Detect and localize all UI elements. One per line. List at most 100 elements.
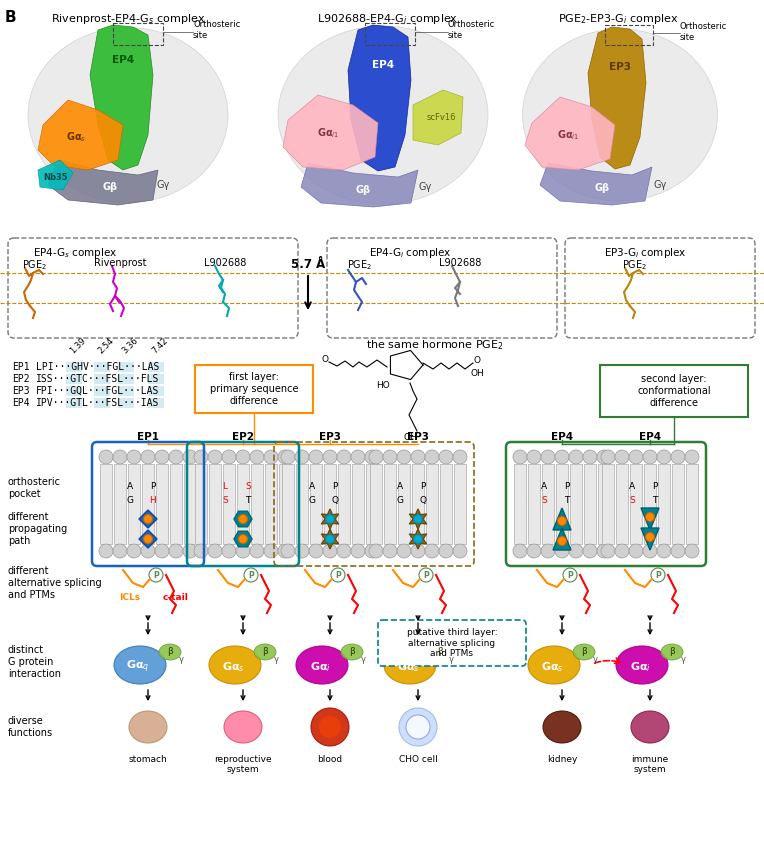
- Ellipse shape: [661, 644, 683, 660]
- Polygon shape: [38, 160, 73, 190]
- Circle shape: [643, 544, 657, 558]
- Circle shape: [397, 544, 411, 558]
- Text: first layer:
primary sequence
difference: first layer: primary sequence difference: [210, 372, 298, 406]
- Circle shape: [563, 568, 577, 582]
- Polygon shape: [234, 511, 252, 526]
- Bar: [66, 374, 82, 384]
- Bar: [148, 386, 163, 396]
- Circle shape: [615, 544, 629, 558]
- Ellipse shape: [209, 646, 261, 684]
- Bar: [556, 464, 568, 544]
- Ellipse shape: [341, 644, 363, 660]
- Text: EP3-G$_i$ complex: EP3-G$_i$ complex: [604, 246, 686, 260]
- Text: EP3: EP3: [12, 386, 30, 396]
- Circle shape: [383, 544, 397, 558]
- Bar: [658, 464, 670, 544]
- Text: 5.7 Å: 5.7 Å: [291, 258, 325, 271]
- Circle shape: [541, 450, 555, 464]
- Circle shape: [671, 450, 685, 464]
- Polygon shape: [525, 97, 615, 170]
- Circle shape: [281, 544, 295, 558]
- Circle shape: [569, 450, 583, 464]
- Text: blood: blood: [317, 755, 342, 764]
- Ellipse shape: [399, 708, 437, 746]
- Circle shape: [331, 568, 345, 582]
- Text: c-tail: c-tail: [163, 592, 189, 602]
- Ellipse shape: [114, 646, 166, 684]
- Circle shape: [643, 450, 657, 464]
- Text: EP4: EP4: [639, 432, 661, 442]
- Text: P: P: [652, 482, 658, 490]
- Circle shape: [194, 544, 208, 558]
- Text: γ: γ: [179, 656, 183, 664]
- Bar: [118, 398, 134, 408]
- Text: EP4: EP4: [551, 432, 573, 442]
- Circle shape: [149, 568, 163, 582]
- Text: PGE$_2$: PGE$_2$: [348, 258, 373, 272]
- Bar: [128, 464, 140, 544]
- Circle shape: [671, 544, 685, 558]
- Text: Q: Q: [419, 496, 426, 504]
- Circle shape: [615, 450, 629, 464]
- Ellipse shape: [159, 644, 181, 660]
- Bar: [352, 464, 364, 544]
- Polygon shape: [413, 90, 463, 145]
- Text: P: P: [423, 570, 429, 580]
- Ellipse shape: [278, 26, 488, 204]
- Circle shape: [555, 544, 569, 558]
- Ellipse shape: [631, 711, 669, 743]
- Text: Nb35: Nb35: [44, 173, 68, 181]
- Text: scFv16: scFv16: [426, 112, 456, 122]
- Text: OH: OH: [470, 368, 484, 377]
- Circle shape: [250, 544, 264, 558]
- Ellipse shape: [616, 646, 668, 684]
- Circle shape: [569, 544, 583, 558]
- Circle shape: [144, 514, 153, 524]
- Circle shape: [646, 513, 655, 521]
- Circle shape: [278, 544, 292, 558]
- Polygon shape: [348, 25, 411, 171]
- Polygon shape: [322, 509, 338, 529]
- Polygon shape: [48, 160, 158, 205]
- Ellipse shape: [429, 644, 451, 660]
- Bar: [630, 464, 642, 544]
- Circle shape: [183, 450, 197, 464]
- Text: P: P: [565, 482, 570, 490]
- Circle shape: [295, 450, 309, 464]
- Polygon shape: [139, 530, 157, 548]
- Polygon shape: [641, 528, 659, 550]
- Circle shape: [657, 450, 671, 464]
- Text: Gα$_{i1}$: Gα$_{i1}$: [317, 126, 339, 140]
- Bar: [338, 464, 350, 544]
- Text: Orthosteric
site: Orthosteric site: [680, 22, 727, 42]
- Text: diverse
functions: diverse functions: [8, 716, 53, 738]
- Bar: [209, 464, 221, 544]
- Circle shape: [411, 450, 425, 464]
- Circle shape: [685, 450, 699, 464]
- Circle shape: [127, 450, 141, 464]
- Bar: [570, 464, 582, 544]
- Polygon shape: [410, 529, 426, 549]
- Circle shape: [238, 514, 248, 524]
- Bar: [644, 464, 656, 544]
- Bar: [672, 464, 684, 544]
- Circle shape: [411, 544, 425, 558]
- Text: EP3: EP3: [609, 62, 631, 72]
- Circle shape: [597, 544, 611, 558]
- Bar: [366, 464, 378, 544]
- Text: FPI···GQL···FGL···LAS: FPI···GQL···FGL···LAS: [36, 386, 160, 396]
- Bar: [251, 464, 263, 544]
- Circle shape: [657, 544, 671, 558]
- Text: O: O: [322, 354, 329, 364]
- Text: EP1: EP1: [12, 362, 30, 372]
- Text: PGE$_2$: PGE$_2$: [623, 258, 648, 272]
- Text: PGE$_2$: PGE$_2$: [22, 258, 47, 272]
- Circle shape: [365, 450, 379, 464]
- Bar: [113, 23, 163, 45]
- Circle shape: [397, 450, 411, 464]
- Circle shape: [99, 450, 113, 464]
- Bar: [440, 464, 452, 544]
- Text: different
propagating
path: different propagating path: [8, 513, 67, 545]
- Bar: [426, 464, 438, 544]
- Text: HO: HO: [376, 381, 390, 389]
